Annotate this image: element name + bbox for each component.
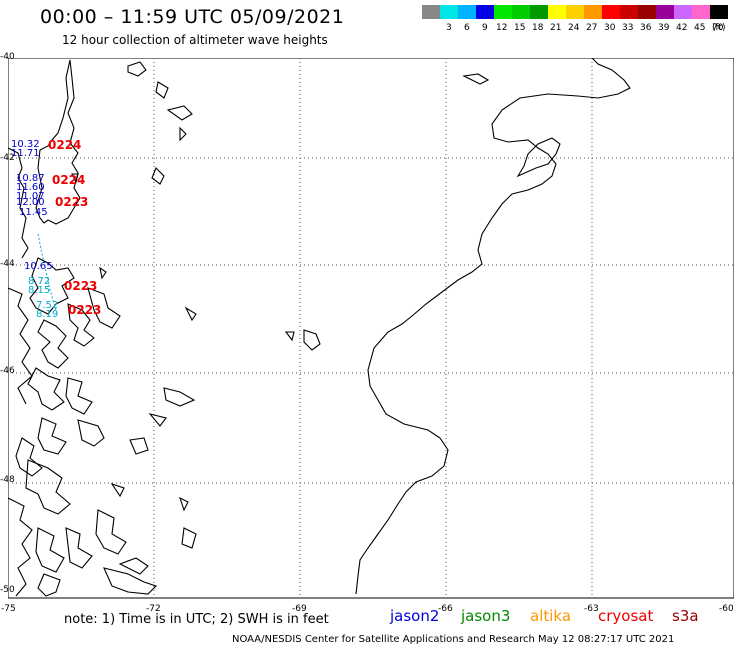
lat-label: -46	[0, 366, 15, 376]
map-subtitle: 12 hour collection of altimeter wave hei…	[62, 33, 328, 47]
legend-label: 6	[464, 23, 470, 33]
swh-label: 10.32	[11, 139, 40, 150]
legend-swatch	[620, 5, 638, 19]
legend-label: 36	[640, 23, 652, 33]
swh-label: 7.52	[36, 300, 59, 311]
legend-label: 9	[482, 23, 488, 33]
lat-label: -40	[0, 52, 15, 62]
time-label: 0223	[68, 303, 102, 317]
legend-label: 21	[550, 23, 562, 33]
legend-swatch	[656, 5, 674, 19]
legend-swatch	[602, 5, 620, 19]
altimeter-track	[37, 233, 57, 311]
lon-label: -72	[146, 604, 161, 614]
legend-unit: (ft)	[712, 23, 726, 33]
swh-label: 8.72	[28, 276, 51, 287]
lon-label: -66	[438, 604, 453, 614]
lon-label: -69	[292, 604, 307, 614]
legend-swatch	[476, 5, 494, 19]
lon-label: -60	[719, 604, 734, 614]
wave-height-legend: 3 6 9 12 15 18 21 24 27 30 33 36 39 42 45 70 (ft)	[422, 5, 728, 35]
argentina-coastline	[355, 58, 631, 595]
satellite-s3a: s3a	[672, 607, 699, 625]
map-title: 00:00 – 11:59 UTC 05/09/2021	[40, 6, 345, 28]
legend-label: 24	[568, 23, 580, 33]
legend-label: 15	[514, 23, 526, 33]
lat-label: -42	[0, 153, 15, 163]
time-label: 0223	[64, 279, 98, 293]
time-label: 0223	[55, 195, 89, 209]
swh-label: 11.07	[16, 191, 45, 202]
legend-label: 70	[712, 23, 724, 33]
swh-label: 11.60	[16, 182, 45, 193]
credit-line: NOAA/NESDIS Center for Satellite Applica…	[232, 634, 675, 645]
legend-swatch	[494, 5, 512, 19]
legend-swatch	[440, 5, 458, 19]
time-label: 0224	[48, 138, 82, 152]
legend-label: 42	[676, 23, 688, 33]
legend-swatch	[422, 5, 440, 19]
chile-coastline	[8, 59, 197, 597]
legend-label: 45	[694, 23, 706, 33]
legend-swatch	[512, 5, 530, 19]
swh-label: 8.19	[36, 309, 59, 320]
lon-label: -63	[584, 604, 599, 614]
legend-swatch	[584, 5, 602, 19]
swh-label: 11.71	[11, 148, 40, 159]
swh-label: 12.00	[16, 197, 45, 208]
legend-label: 33	[622, 23, 634, 33]
legend-label: 18	[532, 23, 544, 33]
time-label: 0224	[52, 173, 86, 187]
satellite-jason3: jason3	[461, 607, 511, 625]
legend-swatch	[458, 5, 476, 19]
legend-swatch	[692, 5, 710, 19]
footnote: note: 1) Time is in UTC; 2) SWH is in fe…	[64, 612, 329, 627]
satellite-cryosat: cryosat	[598, 607, 654, 625]
legend-label: 39	[658, 23, 670, 33]
swh-label: 11.45	[19, 207, 48, 218]
legend-swatch	[710, 5, 728, 19]
legend-label: 12	[496, 23, 508, 33]
legend-label: 30	[604, 23, 616, 33]
swh-label: 8.15	[28, 285, 51, 296]
map-frame	[8, 58, 734, 599]
satellite-jason2: jason2	[390, 607, 440, 625]
legend-swatch	[674, 5, 692, 19]
swh-label: 10.65	[24, 261, 53, 272]
satellite-altika: altika	[530, 607, 572, 625]
swh-label: 10.87	[16, 173, 45, 184]
south-atlantic-islands	[184, 306, 321, 351]
lat-label: -48	[0, 475, 15, 485]
legend-label: 3	[446, 23, 452, 33]
lat-label: -50	[0, 585, 15, 595]
legend-swatch	[530, 5, 548, 19]
legend-swatch	[548, 5, 566, 19]
legend-swatch	[638, 5, 656, 19]
graticule	[8, 58, 734, 598]
altimeter-map	[8, 58, 734, 599]
legend-swatch	[566, 5, 584, 19]
lat-label: -44	[0, 259, 15, 269]
legend-label: 27	[586, 23, 598, 33]
lon-label: -75	[1, 604, 16, 614]
